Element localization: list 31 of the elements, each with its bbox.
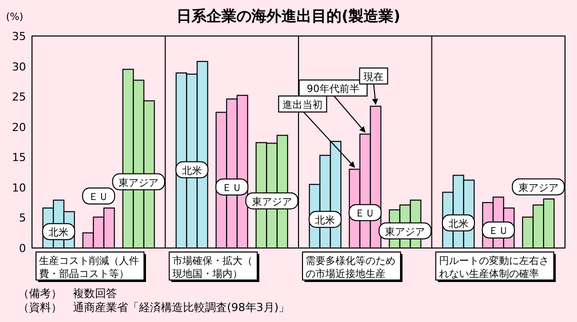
text: 生産コスト削減（人件費・部品コスト等） [39,255,139,280]
x-tick-label: ＥＵ [355,208,376,220]
x-tick-label: 東アジア [252,196,292,208]
x-tick-label: 東アジア [385,226,426,238]
x-tick-label: 北米 [448,218,468,230]
text: 円ルートの変動に左右されない生産体制の確率 [438,255,549,280]
y-tick-label: 25 [12,90,26,104]
x-tick-label: 東アジア [118,176,159,189]
text: （備考） 複数回答 [18,287,117,300]
y-tick-label: 30 [12,60,26,74]
text: 現在 [364,71,384,83]
x-tick-label: ＥＵ [222,182,242,194]
x-tick-label: 東アジア [518,182,558,194]
y-tick-label: 0 [19,242,26,255]
y-tick-label: 20 [12,120,26,134]
text: （資料） 通商産業省「経済構造比較調査(98年3月)」 [18,301,290,314]
y-tick-label: 5 [19,212,26,225]
y-tick-label: 15 [12,151,26,164]
chart-title: 日系企業の海外進出目的(製造業) [176,7,400,25]
x-tick-label: ＥＵ [88,192,109,204]
x-tick-label: 北米 [182,164,202,177]
y-axis-title: (%) [6,12,24,23]
x-tick-label: 北米 [48,226,69,239]
text: 市場確保・拡大（現地国・場内） [172,255,252,280]
legend-label: 90年代前半 [306,83,360,95]
x-tick-label: ＥＵ [488,226,508,238]
x-tick-label: 北米 [315,214,336,226]
text: 需要多様化等のための市場近接地生産 [306,255,396,280]
y-tick-label: 35 [12,30,26,43]
y-tick-label: 10 [12,181,26,194]
text: 進出当初 [282,99,323,111]
